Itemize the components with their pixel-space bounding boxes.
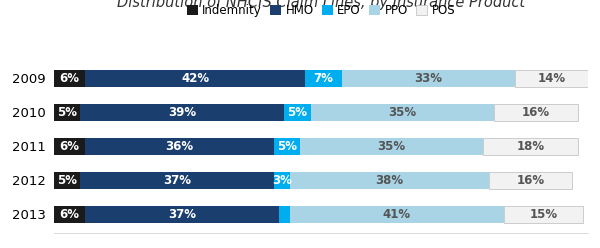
Text: 39%: 39% [168, 106, 196, 119]
Text: 3%: 3% [272, 174, 292, 187]
Bar [54, 172, 80, 189]
Text: 37%: 37% [168, 208, 196, 221]
Text: 6%: 6% [60, 208, 80, 221]
Bar [311, 104, 494, 121]
Bar [342, 70, 515, 87]
Text: 33%: 33% [415, 72, 442, 85]
Bar [290, 206, 504, 223]
Text: 16%: 16% [517, 174, 544, 187]
Text: 38%: 38% [375, 174, 403, 187]
Text: 35%: 35% [388, 106, 416, 119]
Title: Distribution of NHCIS Claim Lines, by Insurance Product: Distribution of NHCIS Claim Lines, by In… [117, 0, 525, 10]
Legend: Indemnity, HMO, EPO, PPO, POS: Indemnity, HMO, EPO, PPO, POS [182, 0, 460, 22]
Bar [85, 138, 274, 155]
Text: 5%: 5% [277, 140, 297, 153]
Bar [85, 206, 279, 223]
Text: 6%: 6% [60, 72, 80, 85]
Text: 15%: 15% [529, 208, 557, 221]
Bar [483, 138, 578, 155]
Bar [494, 104, 578, 121]
Text: 36%: 36% [166, 140, 194, 153]
Bar [54, 70, 85, 87]
Text: 7%: 7% [314, 72, 334, 85]
Text: 42%: 42% [181, 72, 209, 85]
Bar [305, 70, 342, 87]
Bar [279, 206, 290, 223]
Text: 5%: 5% [287, 106, 307, 119]
Bar [54, 206, 85, 223]
Text: 37%: 37% [163, 174, 191, 187]
Bar [54, 138, 85, 155]
Text: 14%: 14% [537, 72, 565, 85]
Bar [504, 206, 583, 223]
Text: 16%: 16% [521, 106, 550, 119]
Text: 41%: 41% [383, 208, 411, 221]
Bar [274, 138, 300, 155]
Bar [300, 138, 483, 155]
Bar [515, 70, 588, 87]
Bar [284, 104, 311, 121]
Bar [54, 104, 80, 121]
Bar [274, 172, 290, 189]
Text: 5%: 5% [57, 174, 77, 187]
Bar [80, 104, 284, 121]
Text: 18%: 18% [517, 140, 544, 153]
Bar [290, 172, 488, 189]
Text: 6%: 6% [60, 140, 80, 153]
Text: 5%: 5% [57, 106, 77, 119]
Text: 35%: 35% [377, 140, 406, 153]
Bar [488, 172, 572, 189]
Bar [85, 70, 305, 87]
Bar [80, 172, 274, 189]
